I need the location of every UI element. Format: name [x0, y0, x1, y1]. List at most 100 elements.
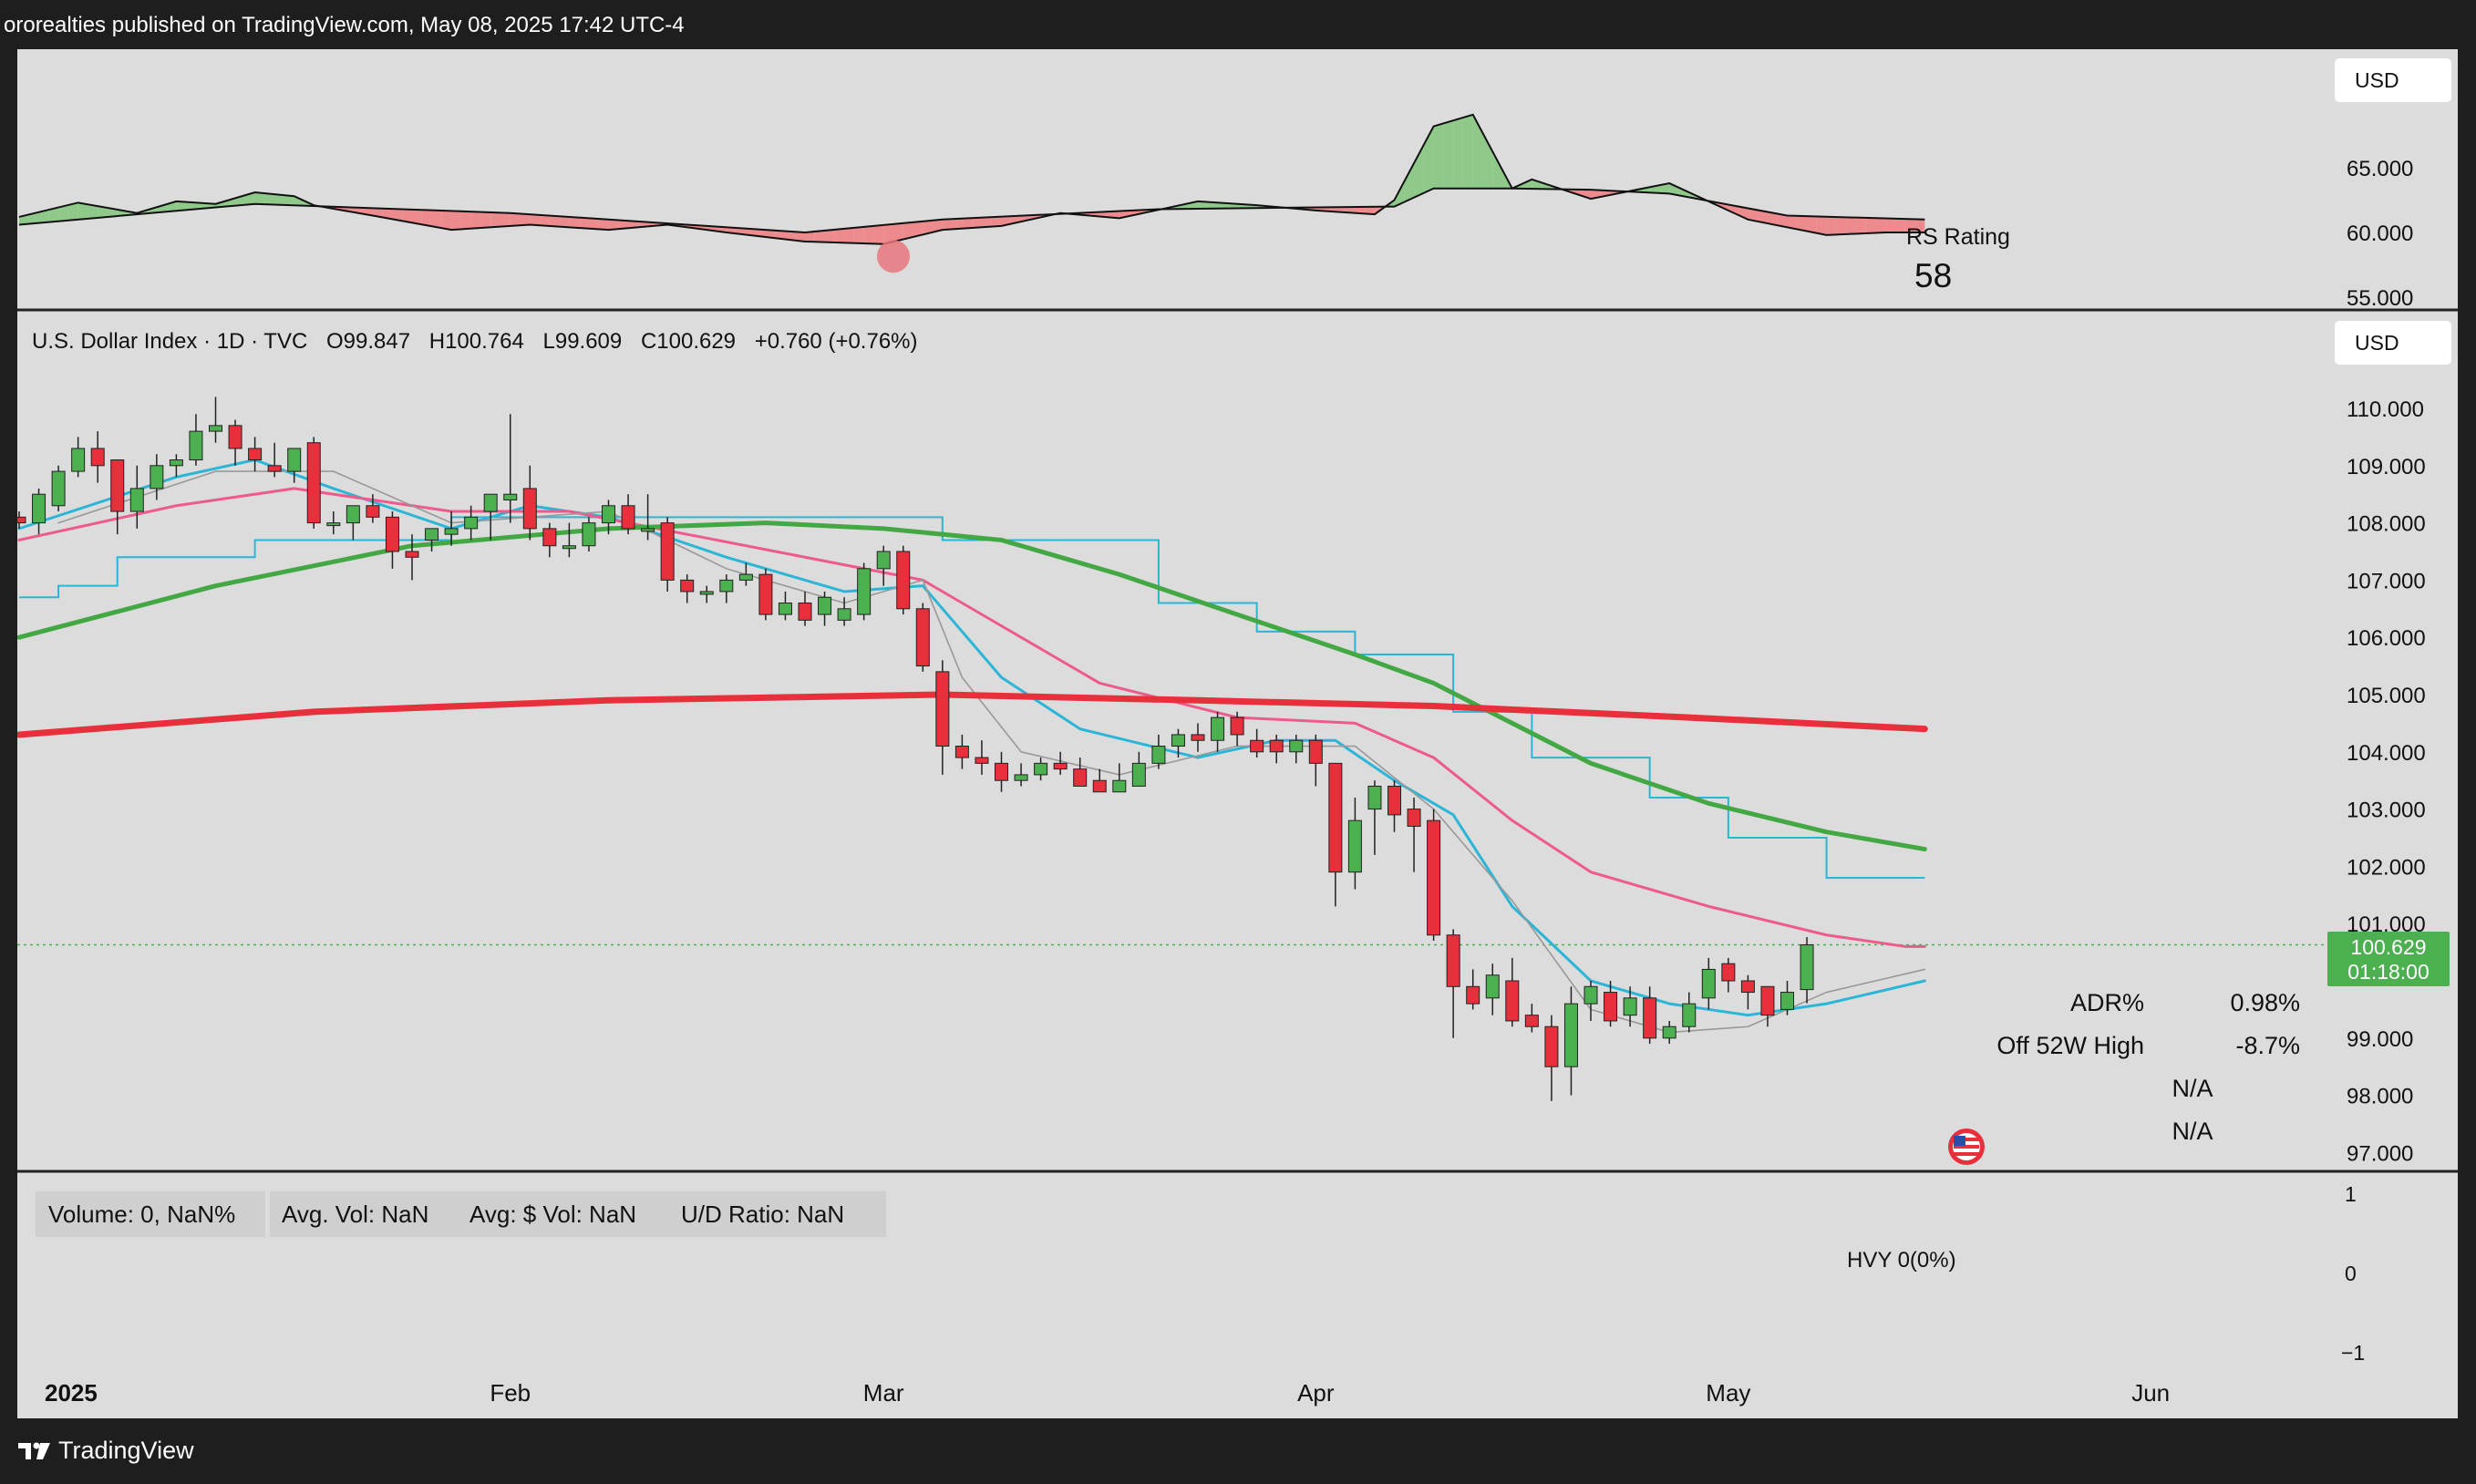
rs-fill	[264, 193, 275, 205]
rs-fill	[1423, 126, 1434, 193]
candle-body	[1092, 779, 1107, 793]
rs-fill	[883, 223, 893, 244]
rs-currency-button[interactable]: USD	[2335, 58, 2451, 102]
candle	[1643, 986, 1657, 1045]
rs-fill	[1738, 206, 1749, 220]
rs-fill	[765, 230, 776, 239]
rs-fill	[549, 215, 560, 227]
rs-fill	[1895, 218, 1905, 232]
candle-body	[915, 608, 930, 667]
candle	[306, 437, 321, 529]
candle-body	[621, 505, 635, 530]
candle	[150, 454, 164, 500]
candle	[228, 419, 242, 466]
candle-body	[1388, 785, 1401, 816]
rs-fill	[1453, 117, 1463, 189]
rs-fill	[1109, 211, 1119, 219]
rs-fill	[863, 225, 874, 244]
candle-body	[1721, 963, 1736, 982]
candle	[90, 431, 105, 483]
candle	[129, 465, 144, 529]
candle	[1760, 985, 1775, 1027]
rs-fill	[991, 216, 1002, 227]
rs-y-tick: 65.000	[2347, 157, 2413, 181]
rs-fill	[1678, 188, 1689, 198]
candle-body	[954, 746, 969, 758]
rs-fill	[1345, 207, 1356, 213]
candle-body	[71, 448, 86, 472]
time-axis[interactable]: 2025 Feb Mar Apr May Jun	[45, 1379, 2170, 1407]
candle	[1544, 1015, 1559, 1101]
rs-fill	[892, 222, 903, 242]
price-y-tick: 98.000	[2347, 1085, 2413, 1109]
price-y-tick: 102.000	[2347, 855, 2426, 880]
candle-body	[837, 608, 851, 621]
candle-body	[1623, 997, 1637, 1016]
candle-body	[248, 448, 263, 461]
candle	[621, 494, 635, 535]
price-currency-button[interactable]: USD	[2335, 321, 2451, 365]
candle	[995, 751, 1008, 792]
chart-frame[interactable]: RS Rating 58 65.000 60.000 55.000 110.000 1…	[17, 49, 2458, 1418]
candle	[503, 414, 518, 523]
us-flag-event-icon[interactable]	[1948, 1128, 1985, 1165]
candle-body	[562, 545, 576, 550]
rs-fill	[195, 202, 206, 210]
rs-fill	[1492, 151, 1503, 189]
candle-body	[129, 488, 144, 512]
candle	[896, 545, 911, 615]
tradingview-logo-icon[interactable]	[16, 1438, 53, 1465]
candle	[1466, 969, 1480, 1010]
rs-fill	[48, 207, 59, 222]
moving-average-line	[17, 459, 1926, 1017]
rs-rating-pane	[18, 113, 1925, 273]
price-y-tick: 110.000	[2347, 397, 2424, 422]
candle	[110, 459, 125, 535]
candle	[1073, 757, 1088, 787]
candle-body	[1230, 716, 1244, 736]
candle	[1407, 798, 1421, 872]
x-axis-label: Jun	[2131, 1379, 2170, 1407]
candle-body	[32, 493, 46, 524]
candle	[719, 574, 734, 603]
candle	[975, 740, 989, 775]
rs-fill	[913, 221, 923, 237]
price-y-tick: 107.000	[2347, 569, 2426, 593]
candle	[444, 511, 459, 546]
rs-fill	[451, 211, 461, 231]
candle	[1623, 986, 1637, 1027]
candle	[857, 562, 872, 621]
candle-body	[1466, 985, 1480, 1005]
candle	[1780, 981, 1794, 1015]
candle	[1485, 964, 1500, 1015]
candle	[641, 494, 655, 541]
candle-body	[876, 551, 891, 570]
candle	[1250, 728, 1264, 758]
volume-y-tick: 1	[2345, 1182, 2357, 1206]
candle-body	[1367, 785, 1382, 810]
rs-fill	[1207, 201, 1218, 209]
rs-fill	[1217, 202, 1228, 209]
rs-fill	[933, 219, 943, 232]
candle-body	[503, 493, 518, 500]
candle	[1269, 734, 1284, 764]
candle	[425, 528, 439, 551]
rs-fill	[98, 206, 108, 218]
rs-fill	[588, 218, 599, 230]
candle-body	[582, 522, 596, 547]
candle-body	[1544, 1025, 1559, 1067]
tradingview-brand[interactable]: TradingView	[58, 1437, 194, 1464]
ud-ratio-chip-text: U/D Ratio: NaN	[681, 1201, 844, 1228]
price-y-tick: 105.000	[2347, 684, 2426, 708]
rs-fill	[853, 226, 864, 244]
price-y-axis: 110.000 109.000 108.000 107.000 106.000 105.0…	[2347, 397, 2426, 1166]
rs-fill	[1885, 218, 1896, 232]
rs-fill	[176, 201, 187, 211]
stat-value-off-52w-high: -8.7%	[2235, 1032, 2300, 1059]
candle	[1151, 734, 1166, 769]
candle-body	[444, 528, 459, 535]
candle-body	[326, 522, 341, 527]
rs-fill	[490, 211, 500, 228]
candle	[542, 522, 557, 558]
